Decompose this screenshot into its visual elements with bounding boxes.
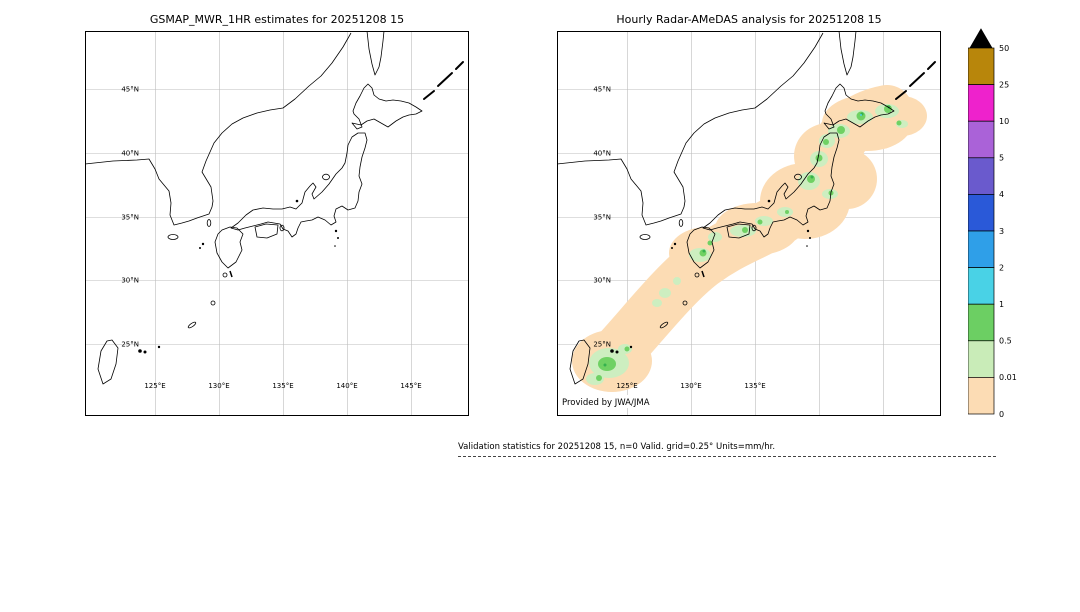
colorbar-tick-label: 50: [999, 44, 1009, 53]
colorbar-segment: [967, 157, 995, 195]
lon-tick-label: 125°E: [144, 382, 165, 390]
left-map-border: [85, 31, 469, 416]
gsmap-map-panel: 45°N 40°N 35°N 30°N 25°N 125°E 130°E 135…: [84, 30, 470, 417]
lat-tick-label: 45°N: [121, 86, 139, 94]
radar-amedas-map-panel: 45°N 40°N 35°N 30°N 25°N 125°E 130°E 135…: [556, 30, 942, 417]
lon-tick-label: 130°E: [208, 382, 229, 390]
colorbar-tick-label: 4: [999, 190, 1004, 199]
colorbar-segment: [967, 267, 995, 305]
lat-tick-label: 35°N: [121, 214, 139, 222]
colorbar-tick-label: 3: [999, 227, 1004, 236]
right-map-title: Hourly Radar-AMeDAS analysis for 2025120…: [616, 13, 882, 26]
colorbar-tick-label: 10: [999, 117, 1009, 126]
colorbar-tick-label: 0.01: [999, 373, 1017, 382]
lat-tick-label: 45°N: [593, 86, 611, 94]
colorbar-segment: [967, 120, 995, 159]
precip-spot-layer: [603, 105, 891, 367]
colorbar-tick-label: 2: [999, 263, 1004, 272]
caption-divider: [458, 456, 996, 457]
lat-tick-label: 25°N: [593, 341, 611, 349]
colorbar-segment: [967, 340, 995, 378]
lat-tick-label: 40°N: [593, 150, 611, 158]
lat-tick-label: 35°N: [593, 214, 611, 222]
left-map-title: GSMAP_MWR_1HR estimates for 20251208 15: [149, 13, 405, 26]
precip-moderate-layer: [596, 105, 902, 381]
colorbar-tick-label: 25: [999, 80, 1009, 89]
colorbar-tick-label: 5: [999, 154, 1004, 163]
validation-caption: Validation statistics for 20251208 15, n…: [458, 442, 776, 452]
colorbar-segment: [967, 230, 995, 268]
left-coastline-layer: [84, 30, 464, 385]
radar-amedas-map-svg: 45°N 40°N 35°N 30°N 25°N 125°E 130°E 135…: [556, 30, 942, 417]
colorbar-segment: [967, 84, 995, 122]
colorbar-tick-label: 0.5: [999, 337, 1012, 346]
lat-tick-label: 30°N: [593, 277, 611, 285]
lat-tick-label: 30°N: [121, 277, 139, 285]
lon-tick-label: 135°E: [272, 382, 293, 390]
colorbar-svg: 50 25 10 5 4 3 2 1 0.5 0.01 0: [967, 28, 1017, 419]
lon-tick-label: 130°E: [680, 382, 701, 390]
colorbar-segment: [967, 194, 995, 232]
colorbar-overflow-triangle: [969, 28, 993, 49]
lon-tick-label: 125°E: [616, 382, 637, 390]
lon-tick-label: 140°E: [336, 382, 357, 390]
lat-tick-label: 40°N: [121, 150, 139, 158]
colorbar-segment: [967, 303, 995, 342]
colorbar-segment: [967, 47, 995, 85]
colorbar-tick-label: 0: [999, 410, 1004, 419]
credit-text: Provided by JWA/JMA: [562, 398, 650, 408]
lon-tick-label: 145°E: [400, 382, 421, 390]
colorbar-segment: [967, 377, 995, 415]
colorbar: 50 25 10 5 4 3 2 1 0.5 0.01 0: [967, 28, 1032, 430]
right-map-border: [557, 31, 941, 416]
colorbar-tick-label: 1: [999, 300, 1004, 309]
credit-background: [559, 395, 679, 408]
lat-tick-label: 25°N: [121, 341, 139, 349]
gsmap-map-svg: 45°N 40°N 35°N 30°N 25°N 125°E 130°E 135…: [84, 30, 470, 417]
precip-cyan-spot: [860, 114, 862, 116]
lon-tick-label: 135°E: [744, 382, 765, 390]
